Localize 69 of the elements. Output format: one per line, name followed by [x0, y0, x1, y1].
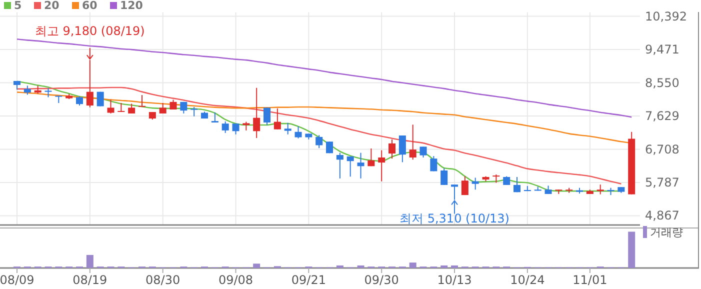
candlestick [514, 176, 521, 193]
candlestick [461, 176, 468, 196]
candlestick [86, 60, 94, 108]
bar [253, 264, 260, 268]
candlestick [336, 152, 344, 179]
candlestick [294, 126, 302, 139]
x-tick-label: 08/30 [146, 273, 180, 287]
candlestick [346, 156, 354, 178]
candlestick [190, 106, 198, 117]
candlestick [159, 102, 166, 114]
bar [357, 265, 364, 268]
candlestick [398, 134, 406, 163]
candlestick [388, 138, 396, 160]
candlestick [211, 112, 218, 123]
bar [440, 265, 448, 268]
x-tick-label: 08/19 [72, 273, 108, 287]
line-series [16, 38, 632, 118]
annotation: 최저 5,310 (10/13) [400, 212, 510, 226]
candlestick [107, 99, 114, 114]
candlestick [118, 102, 125, 113]
x-tick-label: 11/01 [572, 273, 608, 287]
candlestick [472, 177, 479, 190]
legend-label: 120 [120, 0, 144, 12]
candlestick [420, 146, 427, 158]
candlestick [492, 174, 500, 184]
candlestick [24, 85, 31, 96]
legend-label: 20 [44, 0, 60, 12]
candlestick [378, 150, 386, 182]
legend-label: 60 [82, 0, 98, 12]
y-tick-label: 8,550 [645, 76, 680, 90]
candlestick [128, 103, 136, 114]
candlestick [357, 152, 364, 179]
candlestick [451, 184, 458, 200]
y-tick-label: 10,392 [645, 9, 687, 24]
x-tick-label: 10/13 [437, 273, 472, 287]
bar [451, 265, 458, 268]
y-tick-label: 9,471 [645, 42, 680, 57]
candlestick [440, 168, 448, 186]
x-tick-label: 09/21 [291, 273, 326, 287]
candlestick [274, 108, 281, 130]
legend-label: 거래량 [650, 226, 683, 239]
bar [336, 265, 344, 268]
bar [409, 262, 416, 268]
y-tick-label: 5,787 [645, 176, 680, 190]
candlestick [316, 134, 323, 149]
annotation: 최고 9,180 (08/19) [34, 24, 145, 38]
x-tick-label: 09/08 [218, 273, 254, 287]
bar [86, 254, 94, 268]
bar [628, 232, 636, 268]
candlestick [430, 156, 438, 172]
candlestick [368, 148, 375, 167]
x-tick-label: 08/09 [0, 273, 34, 287]
candlestick [76, 96, 83, 106]
candlestick [44, 88, 52, 98]
candlestick [264, 107, 271, 126]
y-tick-label: 6,708 [645, 142, 680, 156]
y-tick-label: 4,867 [645, 208, 680, 223]
x-tick-label: 10/24 [510, 273, 545, 287]
legend-label: 5 [14, 0, 22, 12]
candlestick [232, 123, 240, 135]
candlestick [253, 87, 260, 139]
candlestick [138, 94, 146, 108]
x-tick-label: 09/30 [364, 273, 399, 287]
candlestick [284, 122, 292, 135]
candlestick [409, 124, 416, 160]
y-tick-label: 7,629 [645, 109, 680, 124]
candlestick [170, 99, 177, 110]
candlestick [222, 120, 229, 134]
candlestick [596, 184, 604, 195]
